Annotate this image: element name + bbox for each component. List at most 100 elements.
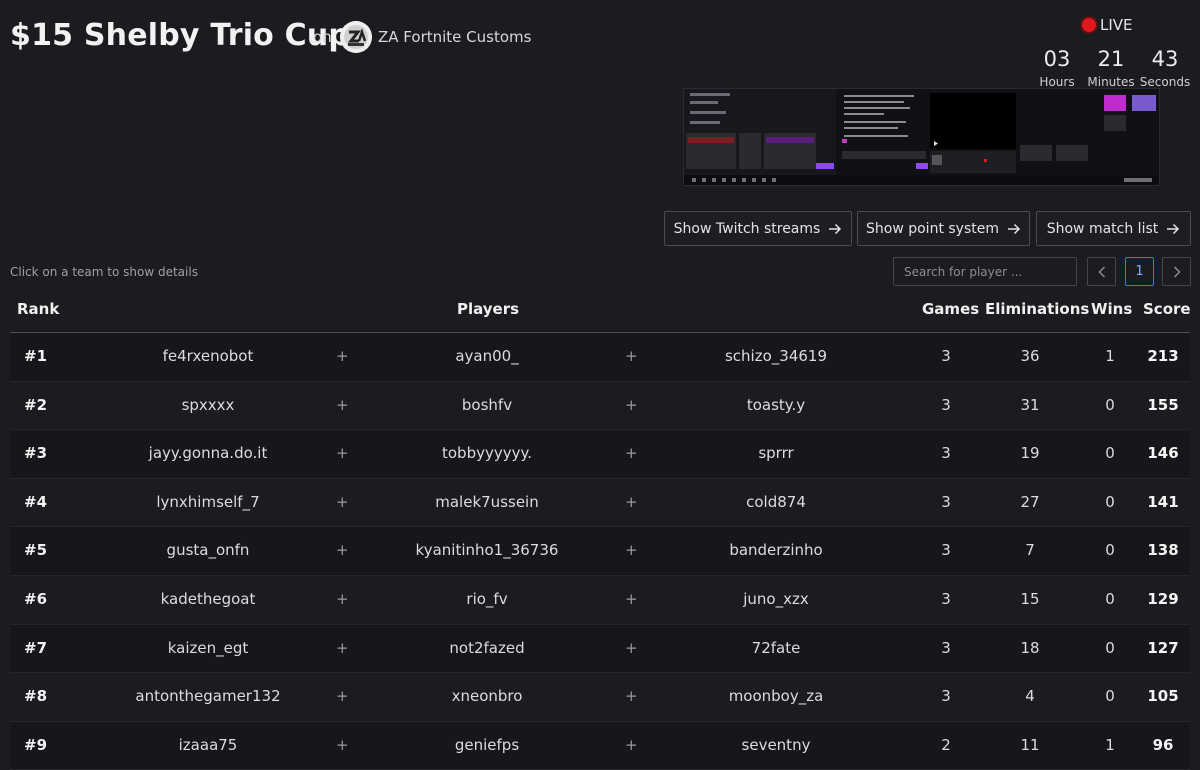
team-score: 105 xyxy=(1147,687,1179,706)
player-1-name: fe4rxenobot xyxy=(162,347,254,365)
team-score: 141 xyxy=(1147,492,1179,511)
pagination-next-button[interactable] xyxy=(1162,257,1191,286)
player-1-name: spxxxx xyxy=(181,395,235,414)
organizer-name[interactable]: ZA Fortnite Customs xyxy=(378,28,532,46)
wins-count: 1 xyxy=(1105,735,1115,754)
player-1-name: lynxhimself_7 xyxy=(156,492,260,511)
team-score: 129 xyxy=(1147,589,1179,608)
games-count: 3 xyxy=(941,395,951,414)
team-score: 213 xyxy=(1147,347,1179,365)
header-wins: Wins xyxy=(1091,300,1133,318)
stream-preview-thumbnail[interactable] xyxy=(683,88,1160,186)
page-title: $15 Shelby Trio Cup xyxy=(10,18,351,53)
team-row[interactable]: #5 gusta_onfn + kyanitinho1_36736 + banderzin… xyxy=(10,527,1190,576)
countdown-minutes: 21 Minutes xyxy=(1084,46,1138,89)
player-1-name: jayy.gonna.do.it xyxy=(148,444,268,463)
team-rank: #1 xyxy=(24,347,48,365)
team-rank: #2 xyxy=(24,395,48,414)
eliminations-count: 19 xyxy=(1020,444,1040,463)
team-row[interactable]: #8 antonthegamer132 + xneonbro + moonboy_za 3 4… xyxy=(10,673,1190,722)
show-match-list-button[interactable]: Show match list xyxy=(1036,211,1191,246)
team-row[interactable]: #9 izaaa75 + geniefps + seventny 2 11 1 96 xyxy=(10,721,1190,770)
countdown: 03 Hours 21 Minutes 43 Seconds xyxy=(1030,46,1192,89)
pagination-prev-button[interactable] xyxy=(1087,257,1116,286)
player-separator-2: + xyxy=(625,541,638,560)
header-players: Players xyxy=(456,300,520,318)
player-separator-1: + xyxy=(336,395,349,414)
player-3-name: seventny xyxy=(741,735,811,754)
team-score: 155 xyxy=(1147,395,1179,414)
countdown-seconds-value: 43 xyxy=(1151,47,1179,71)
countdown-minutes-value: 21 xyxy=(1097,47,1125,71)
chevron-right-icon xyxy=(1173,265,1181,278)
player-3-name: cold874 xyxy=(746,492,806,511)
team-rank: #7 xyxy=(24,638,48,657)
team-score: 138 xyxy=(1147,541,1179,560)
team-score: 96 xyxy=(1152,735,1174,754)
leaderboard-header: Rank Players Games Eliminations Wins Sco… xyxy=(10,290,1191,334)
player-3-name: 72fate xyxy=(751,638,801,657)
header-eliminations: Eliminations xyxy=(985,300,1090,318)
player-1-name: izaaa75 xyxy=(178,735,238,754)
games-count: 3 xyxy=(941,444,951,463)
show-twitch-streams-button[interactable]: Show Twitch streams xyxy=(664,211,852,246)
pagination-page-1[interactable]: 1 xyxy=(1125,257,1154,286)
wins-count: 0 xyxy=(1105,492,1115,511)
games-count: 3 xyxy=(941,687,951,706)
on-label: on xyxy=(313,28,332,46)
player-2-name: xneonbro xyxy=(451,687,523,706)
player-2-name: ayan00_ xyxy=(455,347,519,365)
player-separator-1: + xyxy=(336,347,349,365)
player-separator-2: + xyxy=(625,589,638,608)
player-separator-1: + xyxy=(336,687,349,706)
countdown-hours-label: Hours xyxy=(1039,75,1075,89)
team-row[interactable]: #7 kaizen_egt + not2fazed +72fate 3 18 0 127 xyxy=(10,624,1190,674)
wins-count: 1 xyxy=(1105,347,1115,365)
player-2-name: tobbyyyyyy. xyxy=(442,444,532,463)
team-rank: #5 xyxy=(24,541,48,560)
eliminations-count: 27 xyxy=(1020,492,1040,511)
player-3-name: banderzinho xyxy=(729,541,823,560)
team-rank: #4 xyxy=(24,492,48,511)
team-score: 146 xyxy=(1147,444,1179,463)
wins-count: 0 xyxy=(1105,541,1115,560)
player-separator-2: + xyxy=(625,492,638,511)
player-2-name: rio_fv xyxy=(466,589,508,608)
leaderboard-rows: #1 fe4rxenobot + ayan00_ + schizo_34619 3 36 1 21… xyxy=(10,333,1190,770)
player-separator-2: + xyxy=(625,638,638,657)
organizer-logo[interactable] xyxy=(340,21,372,53)
player-search-input[interactable] xyxy=(893,257,1077,286)
team-rank: #8 xyxy=(24,687,48,706)
player-separator-1: + xyxy=(336,541,349,560)
wins-count: 0 xyxy=(1105,638,1115,657)
player-separator-2: + xyxy=(625,735,638,754)
show-match-list-label: Show match list xyxy=(1046,220,1159,237)
wins-count: 0 xyxy=(1105,687,1115,706)
team-row[interactable]: #1 fe4rxenobot + ayan00_ + schizo_34619 3 36 1 21… xyxy=(10,333,1190,382)
countdown-seconds: 43 Seconds xyxy=(1138,46,1192,89)
player-3-name: moonboy_za xyxy=(728,687,824,706)
team-row[interactable]: #6 kadethegoat + rio_fv + juno_xzx 3 15 0 129 xyxy=(10,576,1190,625)
team-row[interactable]: #4 lynxhimself_7 + malek7ussein + cold874 3 27 0… xyxy=(10,479,1190,528)
team-rank: #3 xyxy=(24,444,48,463)
games-count: 3 xyxy=(941,492,951,511)
countdown-minutes-label: Minutes xyxy=(1087,75,1135,89)
games-count: 3 xyxy=(941,541,951,560)
show-point-system-button[interactable]: Show point system xyxy=(857,211,1030,246)
games-count: 3 xyxy=(941,589,951,608)
player-1-name: antonthegamer132 xyxy=(135,687,281,706)
wins-count: 0 xyxy=(1105,444,1115,463)
team-score: 127 xyxy=(1147,638,1179,657)
team-row[interactable]: #2 spxxxx + boshfv + toasty.y 3 31 0 155 xyxy=(10,382,1190,431)
player-2-name: not2fazed xyxy=(449,638,525,657)
eliminations-count: 15 xyxy=(1020,589,1040,608)
games-count: 3 xyxy=(941,638,951,657)
player-3-name: juno_xzx xyxy=(743,589,809,608)
team-row[interactable]: #3 jayy.gonna.do.it + tobbyyyyyy. + sprrr 3 19 0… xyxy=(10,430,1190,479)
header-games: Games xyxy=(922,300,980,318)
arrow-right-icon xyxy=(1008,223,1021,234)
eliminations-count: 11 xyxy=(1020,735,1040,754)
player-separator-1: + xyxy=(336,444,349,463)
player-2-name: kyanitinho1_36736 xyxy=(415,541,559,560)
wins-count: 0 xyxy=(1105,589,1115,608)
